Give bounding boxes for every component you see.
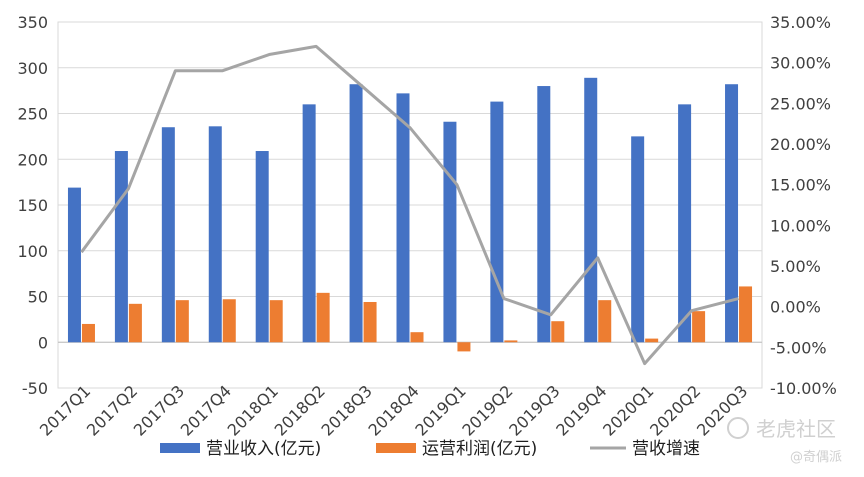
left-tick-label: -50 [22,379,48,398]
x-tick-label: 2020Q2 [646,381,704,439]
bar-profit [81,323,95,343]
x-tick-label: 2019Q3 [505,381,563,439]
bar-revenue [302,104,316,343]
bar-revenue [255,151,269,343]
bar-revenue [631,136,645,343]
right-tick-label: 10.00% [770,216,831,235]
growth-line [80,44,739,366]
x-tick-label: 2019Q1 [411,381,469,439]
line-growth [80,44,739,366]
x-tick-label: 2020Q3 [693,381,751,439]
right-axis-ticks: 35.00% 30.00% 25.00% 20.00% 15.00% 10.00% 5.00… [770,13,837,398]
left-tick-label: 50 [28,288,48,307]
bar-profit [504,340,518,343]
bar-revenue [208,126,222,343]
bar-revenue [161,127,175,343]
watermark-main: 老虎社区 [756,417,836,441]
bars [67,77,753,352]
x-tick-label: 2019Q4 [552,381,610,439]
bar-revenue [114,151,128,343]
bar-revenue [725,84,739,343]
bar-revenue [349,84,363,343]
x-tick-label: 2019Q2 [458,381,516,439]
x-tick-label: 2018Q1 [224,381,282,439]
bar-profit [175,300,189,343]
bar-profit [222,299,236,343]
x-tick-label: 2018Q2 [271,381,329,439]
bar-profit [410,332,424,343]
right-tick-label: 15.00% [770,176,831,195]
bar-revenue [537,86,551,343]
x-tick-label: 2017Q2 [83,381,141,439]
bar-profit [316,292,330,343]
bar-profit [551,321,565,343]
left-tick-label: 0 [38,333,48,352]
legend-swatch-revenue [160,443,200,453]
right-tick-label: 5.00% [770,257,821,276]
bar-profit [457,342,471,352]
bar-profit [363,301,377,343]
bar-revenue [443,121,457,343]
legend-label-profit: 运营利润(亿元) [422,439,537,459]
left-tick-label: 300 [17,59,48,78]
left-tick-label: 100 [17,242,48,261]
bar-profit [692,311,706,343]
bar-revenue [67,187,81,343]
bar-profit [739,286,753,343]
x-tick-label: 2018Q3 [318,381,376,439]
bar-revenue [490,101,504,343]
legend-swatch-profit [376,443,416,453]
legend-label-growth: 营收增速 [632,439,700,459]
right-tick-label: 30.00% [770,54,831,73]
watermark: 老虎社区 @奇偶派 [727,417,842,465]
right-tick-label: 0.00% [770,298,821,317]
legend-label-revenue: 营业收入(亿元) [206,439,321,459]
bar-profit [269,300,283,343]
right-tick-label: 20.00% [770,135,831,154]
bar-revenue [396,93,410,343]
right-tick-label: 25.00% [770,94,831,113]
left-tick-label: 350 [17,13,48,32]
left-tick-label: 250 [17,105,48,124]
x-tick-label: 2017Q4 [177,381,235,439]
left-tick-label: 200 [17,150,48,169]
x-axis-labels: 2017Q12017Q22017Q32017Q42018Q12018Q22018… [36,381,751,439]
bar-revenue [584,77,598,343]
left-axis-ticks: 350 300 250 200 150 100 50 0 -50 [17,13,48,398]
plot-border [57,21,763,389]
x-tick-label: 2017Q3 [130,381,188,439]
right-tick-label: -5.00% [770,338,827,357]
watermark-logo-icon [727,417,749,439]
bar-profit [645,338,659,343]
bar-profit [128,303,142,343]
right-tick-label: -10.00% [770,379,837,398]
left-tick-label: 150 [17,196,48,215]
bar-revenue [678,104,692,343]
gridlines [57,21,763,389]
x-tick-label: 2020Q1 [599,381,657,439]
x-tick-label: 2018Q4 [364,381,422,439]
right-tick-label: 35.00% [770,13,831,32]
legend: 营业收入(亿元) 运营利润(亿元) 营收增速 [160,439,700,459]
watermark-sub: @奇偶派 [790,449,842,465]
bar-profit [598,300,612,343]
